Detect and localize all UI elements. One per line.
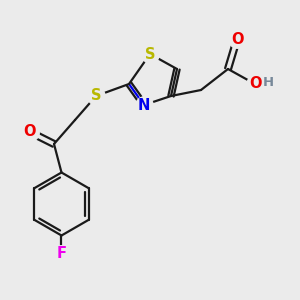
Text: O: O bbox=[24, 124, 36, 140]
Text: N: N bbox=[138, 98, 150, 112]
Text: S: S bbox=[145, 46, 155, 62]
Text: F: F bbox=[56, 246, 67, 261]
Text: O: O bbox=[249, 76, 261, 92]
Text: O: O bbox=[231, 32, 243, 46]
Text: H: H bbox=[263, 76, 274, 89]
Text: S: S bbox=[91, 88, 101, 104]
